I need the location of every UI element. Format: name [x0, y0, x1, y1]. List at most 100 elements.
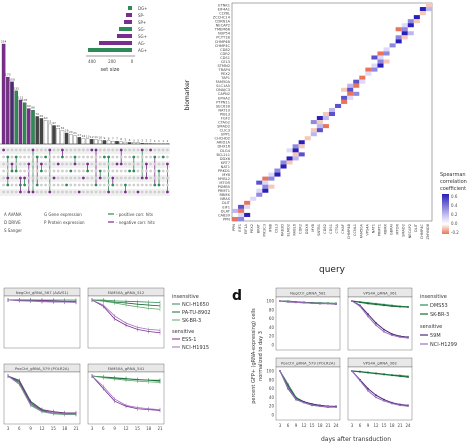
matrix-dot: [128, 190, 132, 194]
matrix-dot: [35, 176, 39, 180]
matrix-dot: [103, 155, 106, 159]
matrix-dot: [19, 148, 22, 152]
ylabel-line-1: percent GFP+ (gRNA-expressing) cells: [251, 308, 257, 404]
matrix-dot: [31, 155, 35, 159]
matrix-dot: [61, 162, 64, 166]
heatmap-legend: Spearman correlation coefficient 0.6 0.4…: [440, 172, 467, 235]
matrix-dot: [52, 183, 56, 187]
matrix-dot: [73, 176, 77, 180]
column-label: PPN: [232, 224, 236, 231]
matrix-dot: [82, 176, 85, 180]
x-tick: 21: [325, 423, 331, 428]
matrix-dot: [98, 169, 102, 173]
set-bar: [117, 34, 132, 38]
column-label: CDR2: [299, 224, 303, 234]
matrix-dot: [153, 169, 157, 173]
row-label: EPHA2: [218, 96, 230, 100]
matrix-dot: [136, 176, 140, 180]
matrix-dot: [153, 155, 157, 159]
x-tick: 21: [397, 423, 403, 428]
matrix-dot: [73, 183, 77, 187]
y-tick: 100: [266, 369, 274, 374]
matrix-dot: [82, 169, 85, 173]
matrix-dot: [124, 176, 127, 180]
matrix-dot: [103, 176, 106, 180]
matrix-dot: [94, 183, 98, 187]
intersection-bar: [43, 120, 48, 145]
matrix-dot: [161, 148, 165, 152]
heatmap-cell: [256, 192, 263, 197]
curve: [91, 299, 161, 331]
legend-tick-1: 0.4: [451, 203, 458, 208]
curve: [351, 300, 409, 338]
matrix-dot: [35, 190, 39, 194]
matrix-dot: [136, 148, 140, 152]
heatmap-y-title: biomarker: [184, 79, 191, 110]
heatmap-column-labels: PPN EIF1 EIF1A PEX2 BRAT PIK3C3 IFNB CEL3 RAB3D E…: [232, 223, 430, 239]
matrix-dot: [35, 162, 39, 166]
matrix-dot: [94, 148, 98, 152]
row-label: MYB: [222, 173, 230, 177]
matrix-dot: [56, 190, 60, 194]
intersection-bar-label: 158: [9, 77, 15, 81]
matrix-dot: [31, 148, 35, 152]
matrix-dot: [124, 183, 127, 187]
matrix-dot: [82, 183, 85, 187]
matrix-dot: [128, 169, 132, 173]
heatmap-cell: [347, 83, 354, 88]
heatmap-cell: [310, 120, 317, 125]
heatmap-cell: [244, 204, 251, 209]
matrix-dot: [69, 148, 73, 152]
matrix-dot: [48, 162, 52, 166]
matrix-dot: [115, 176, 119, 180]
row-label: ARID1A: [216, 141, 230, 145]
matrix-dot: [119, 162, 123, 166]
intersection-bar-label: 105: [22, 98, 28, 102]
matrix-dot: [77, 155, 81, 159]
column-label: IFNB: [268, 223, 272, 232]
x-tick: 21: [157, 426, 163, 431]
matrix-dot: [86, 155, 89, 159]
row-label: CEL3: [221, 60, 230, 64]
matrix-dot: [82, 148, 85, 152]
matrix-dot: [132, 183, 136, 187]
heatmap-cell: [316, 120, 323, 125]
matrix-dot: [124, 169, 127, 173]
plot-frame: [3, 295, 81, 349]
matrix-dot: [132, 169, 136, 173]
matrix-dot: [10, 169, 14, 173]
curve: [91, 375, 161, 410]
matrix-dot: [161, 176, 165, 180]
strip-title: FAM50A_gRNA_512: [108, 290, 145, 295]
row-label: NECAP2: [216, 24, 230, 28]
strip-title: NegCtrl_gRNA_567 (AAVS1): [16, 290, 69, 295]
matrix-dot: [44, 148, 47, 152]
matrix-dot: [35, 148, 39, 152]
legend-line-name: NCI-H1299: [430, 342, 457, 348]
matrix-dot: [61, 148, 64, 152]
legend-line-name: DMS53: [430, 303, 448, 309]
row-label: PRKD1: [218, 169, 230, 173]
matrix-dot: [40, 162, 43, 166]
matrix-dot: [115, 183, 119, 187]
heatmap-cell: [425, 3, 432, 8]
matrix-dot: [56, 148, 60, 152]
intersection-bar-label: 170: [5, 73, 11, 77]
row-label: MTOR: [219, 181, 230, 185]
intersection-bar: [48, 123, 52, 145]
intersection-bar: [90, 139, 94, 145]
matrix-dot: [23, 162, 26, 166]
matrix-dot: [69, 183, 73, 187]
row-label: PPN: [223, 217, 230, 221]
x-tick: 12: [373, 423, 379, 428]
matrix-dot: [86, 183, 89, 187]
matrix-dot: [35, 183, 39, 187]
heatmap-cell: [292, 148, 299, 153]
matrix-dot: [124, 155, 127, 159]
matrix-dot: [161, 190, 165, 194]
row-label: MYBL2: [218, 177, 230, 181]
column-label: ZMYND8: [426, 223, 430, 239]
y-tick: 20: [269, 334, 275, 339]
column-label: PRMT1: [377, 224, 381, 236]
correlation-heatmap: ETNK1EIF4A1CLYBLZCCHC14CDKN1ANECAP2TMEM6…: [184, 2, 467, 275]
